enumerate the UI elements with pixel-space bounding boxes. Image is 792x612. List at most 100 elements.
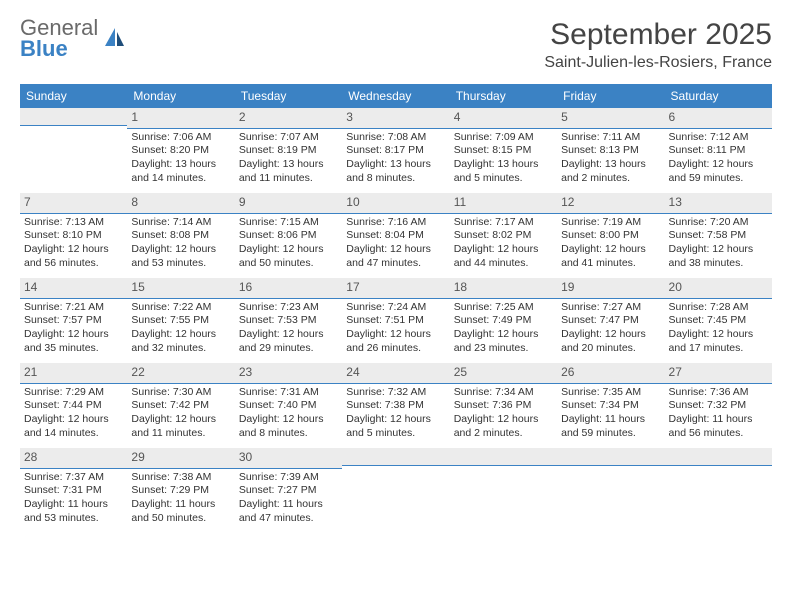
day-cell: 30Sunrise: 7:39 AMSunset: 7:27 PMDayligh… (235, 448, 342, 533)
day-daylight: Daylight: 12 hours and 11 minutes. (131, 413, 230, 440)
day-daylight: Daylight: 11 hours and 50 minutes. (131, 498, 230, 525)
day-number: 16 (235, 278, 342, 299)
day-cell: 14Sunrise: 7:21 AMSunset: 7:57 PMDayligh… (20, 278, 127, 363)
day-daylight: Daylight: 12 hours and 20 minutes. (561, 328, 660, 355)
day-sunrise: Sunrise: 7:16 AM (346, 216, 445, 230)
day-number: 30 (235, 448, 342, 469)
weekday-tue: Tuesday (235, 84, 342, 108)
day-cell: 25Sunrise: 7:34 AMSunset: 7:36 PMDayligh… (450, 363, 557, 448)
day-daylight: Daylight: 12 hours and 35 minutes. (24, 328, 123, 355)
day-number: 1 (127, 108, 234, 129)
day-number: 8 (127, 193, 234, 214)
day-info: Sunrise: 7:16 AMSunset: 8:04 PMDaylight:… (346, 216, 445, 271)
day-info: Sunrise: 7:35 AMSunset: 7:34 PMDaylight:… (561, 386, 660, 441)
day-number: 22 (127, 363, 234, 384)
day-number: 12 (557, 193, 664, 214)
day-cell: 22Sunrise: 7:30 AMSunset: 7:42 PMDayligh… (127, 363, 234, 448)
day-number (20, 108, 127, 126)
day-cell: 24Sunrise: 7:32 AMSunset: 7:38 PMDayligh… (342, 363, 449, 448)
day-sunset: Sunset: 8:19 PM (239, 144, 338, 158)
day-cell: 2Sunrise: 7:07 AMSunset: 8:19 PMDaylight… (235, 108, 342, 193)
day-cell: 5Sunrise: 7:11 AMSunset: 8:13 PMDaylight… (557, 108, 664, 193)
day-sunrise: Sunrise: 7:13 AM (24, 216, 123, 230)
day-sunrise: Sunrise: 7:30 AM (131, 386, 230, 400)
day-sunset: Sunset: 7:47 PM (561, 314, 660, 328)
day-number: 5 (557, 108, 664, 129)
day-sunrise: Sunrise: 7:22 AM (131, 301, 230, 315)
weekday-fri: Friday (557, 84, 664, 108)
day-cell (450, 448, 557, 533)
day-number: 11 (450, 193, 557, 214)
logo: General Blue (20, 18, 126, 60)
day-info: Sunrise: 7:14 AMSunset: 8:08 PMDaylight:… (131, 216, 230, 271)
day-number (450, 448, 557, 466)
day-sunrise: Sunrise: 7:15 AM (239, 216, 338, 230)
day-info: Sunrise: 7:19 AMSunset: 8:00 PMDaylight:… (561, 216, 660, 271)
day-daylight: Daylight: 11 hours and 47 minutes. (239, 498, 338, 525)
day-daylight: Daylight: 12 hours and 5 minutes. (346, 413, 445, 440)
day-sunrise: Sunrise: 7:31 AM (239, 386, 338, 400)
weekday-mon: Monday (127, 84, 234, 108)
day-info: Sunrise: 7:39 AMSunset: 7:27 PMDaylight:… (239, 471, 338, 526)
day-cell: 9Sunrise: 7:15 AMSunset: 8:06 PMDaylight… (235, 193, 342, 278)
day-sunrise: Sunrise: 7:37 AM (24, 471, 123, 485)
day-info: Sunrise: 7:21 AMSunset: 7:57 PMDaylight:… (24, 301, 123, 356)
day-daylight: Daylight: 13 hours and 5 minutes. (454, 158, 553, 185)
day-number: 19 (557, 278, 664, 299)
day-sunset: Sunset: 8:00 PM (561, 229, 660, 243)
day-info: Sunrise: 7:30 AMSunset: 7:42 PMDaylight:… (131, 386, 230, 441)
day-number: 23 (235, 363, 342, 384)
day-number: 4 (450, 108, 557, 129)
day-info: Sunrise: 7:07 AMSunset: 8:19 PMDaylight:… (239, 131, 338, 186)
day-daylight: Daylight: 11 hours and 53 minutes. (24, 498, 123, 525)
day-cell: 7 Sunrise: 7:13 AMSunset: 8:10 PMDaylight… (20, 193, 127, 278)
day-sunset: Sunset: 8:10 PM (24, 229, 123, 243)
day-cell: 23Sunrise: 7:31 AMSunset: 7:40 PMDayligh… (235, 363, 342, 448)
day-cell: 3Sunrise: 7:08 AMSunset: 8:17 PMDaylight… (342, 108, 449, 193)
calendar-body: 1Sunrise: 7:06 AMSunset: 8:20 PMDaylight… (20, 108, 772, 533)
day-sunset: Sunset: 7:44 PM (24, 399, 123, 413)
day-sunset: Sunset: 8:06 PM (239, 229, 338, 243)
day-daylight: Daylight: 12 hours and 56 minutes. (24, 243, 123, 270)
day-sunset: Sunset: 8:04 PM (346, 229, 445, 243)
day-daylight: Daylight: 12 hours and 44 minutes. (454, 243, 553, 270)
day-cell: 27Sunrise: 7:36 AMSunset: 7:32 PMDayligh… (665, 363, 772, 448)
day-cell (557, 448, 664, 533)
day-info: Sunrise: 7:17 AMSunset: 8:02 PMDaylight:… (454, 216, 553, 271)
day-number: 6 (665, 108, 772, 129)
month-title: September 2025 (544, 18, 772, 52)
day-number (342, 448, 449, 466)
title-block: September 2025 Saint-Julien-les-Rosiers,… (544, 18, 772, 72)
day-info: Sunrise: 7:27 AMSunset: 7:47 PMDaylight:… (561, 301, 660, 356)
day-sunset: Sunset: 7:34 PM (561, 399, 660, 413)
day-cell: 19Sunrise: 7:27 AMSunset: 7:47 PMDayligh… (557, 278, 664, 363)
location: Saint-Julien-les-Rosiers, France (544, 54, 772, 72)
day-number: 20 (665, 278, 772, 299)
day-number: 21 (20, 363, 127, 384)
day-info: Sunrise: 7:06 AMSunset: 8:20 PMDaylight:… (131, 131, 230, 186)
day-number (665, 448, 772, 466)
day-sunset: Sunset: 7:32 PM (669, 399, 768, 413)
day-number: 26 (557, 363, 664, 384)
day-daylight: Daylight: 11 hours and 59 minutes. (561, 413, 660, 440)
week-row: 21Sunrise: 7:29 AMSunset: 7:44 PMDayligh… (20, 363, 772, 448)
day-daylight: Daylight: 13 hours and 14 minutes. (131, 158, 230, 185)
day-sunrise: Sunrise: 7:38 AM (131, 471, 230, 485)
day-cell: 11Sunrise: 7:17 AMSunset: 8:02 PMDayligh… (450, 193, 557, 278)
day-cell (665, 448, 772, 533)
day-number: 24 (342, 363, 449, 384)
day-cell: 21Sunrise: 7:29 AMSunset: 7:44 PMDayligh… (20, 363, 127, 448)
weekday-thu: Thursday (450, 84, 557, 108)
day-info: Sunrise: 7:11 AMSunset: 8:13 PMDaylight:… (561, 131, 660, 186)
day-number: 17 (342, 278, 449, 299)
weekday-wed: Wednesday (342, 84, 449, 108)
day-cell: 26Sunrise: 7:35 AMSunset: 7:34 PMDayligh… (557, 363, 664, 448)
weekday-header: Sunday Monday Tuesday Wednesday Thursday… (20, 84, 772, 108)
day-number: 28 (20, 448, 127, 469)
day-cell: 15Sunrise: 7:22 AMSunset: 7:55 PMDayligh… (127, 278, 234, 363)
day-daylight: Daylight: 12 hours and 23 minutes. (454, 328, 553, 355)
day-sunset: Sunset: 8:11 PM (669, 144, 768, 158)
day-info: Sunrise: 7:24 AMSunset: 7:51 PMDaylight:… (346, 301, 445, 356)
day-number: 7 (20, 193, 127, 214)
day-sunrise: Sunrise: 7:20 AM (669, 216, 768, 230)
